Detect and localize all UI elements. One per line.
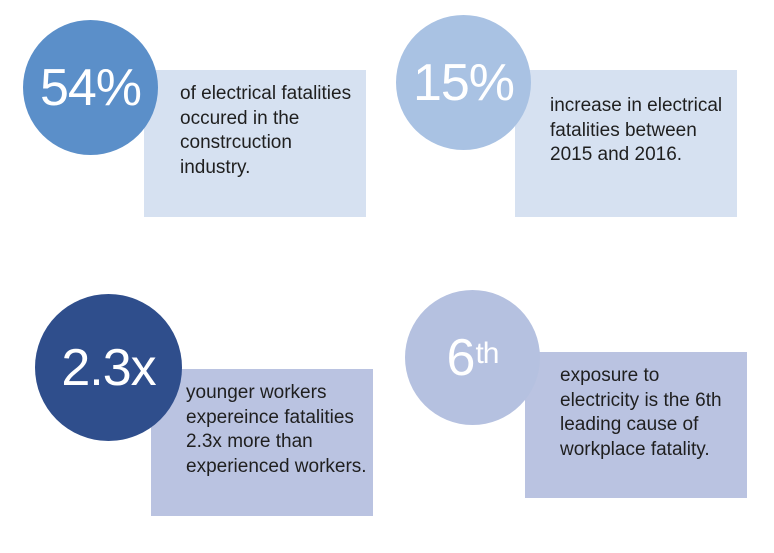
stat-figure-3: 2.3x xyxy=(61,338,156,397)
stat-box-1: of electrical fatalities occured in the … xyxy=(144,70,366,217)
stat-figure-4-suffix: th xyxy=(475,336,499,370)
stat-figure-4: 6th xyxy=(446,328,500,388)
stat-description-3: younger workers expereince fatalities 2.… xyxy=(186,382,367,477)
stat-description-4: exposure to electricity is the 6th leadi… xyxy=(560,365,722,460)
stat-box-4: exposure to electricity is the 6th leadi… xyxy=(525,352,747,498)
stat-circle-3: 2.3x xyxy=(35,294,182,441)
stat-box-3: younger workers expereince fatalities 2.… xyxy=(151,369,373,516)
stat-figure-2: 15% xyxy=(412,53,515,112)
stat-box-2: increase in electrical fatalities betwee… xyxy=(515,70,737,217)
stat-circle-4: 6th xyxy=(405,290,540,425)
stat-circle-1: 54% xyxy=(23,20,158,155)
stat-figure-4-number: 6 xyxy=(446,328,476,387)
stat-description-2: increase in electrical fatalities betwee… xyxy=(550,95,723,165)
stat-figure-1: 54% xyxy=(39,58,142,117)
stat-description-1: of electrical fatalities occured in the … xyxy=(180,83,352,178)
stat-circle-2: 15% xyxy=(396,15,531,150)
